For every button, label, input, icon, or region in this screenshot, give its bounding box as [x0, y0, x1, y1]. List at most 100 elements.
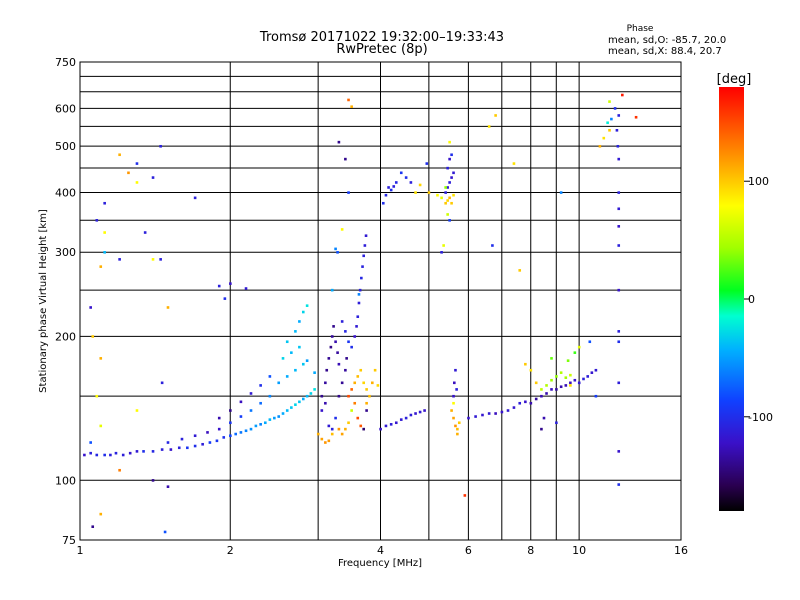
- data-point: [463, 494, 467, 497]
- data-point: [268, 394, 272, 398]
- data-point: [103, 201, 106, 205]
- chart-title: Tromsø 20171022 19:32:00–19:33:43: [259, 30, 504, 45]
- data-point: [358, 288, 362, 292]
- data-point: [347, 98, 350, 102]
- data-point: [177, 446, 181, 450]
- data-point: [151, 450, 155, 453]
- data-point: [564, 384, 568, 387]
- data-point: [313, 371, 316, 374]
- data-point: [555, 421, 558, 425]
- data-point: [455, 388, 458, 391]
- data-point: [103, 251, 106, 254]
- x-tick-label: 10: [572, 544, 586, 557]
- data-point: [590, 371, 594, 374]
- data-point: [379, 427, 382, 431]
- data-point: [143, 231, 147, 234]
- data-point: [356, 315, 360, 319]
- data-point: [350, 388, 353, 391]
- data-point: [448, 157, 451, 161]
- data-point: [450, 409, 453, 412]
- data-point: [365, 409, 368, 412]
- data-point: [518, 401, 522, 405]
- data-point: [95, 219, 99, 222]
- data-point: [545, 392, 548, 395]
- data-point: [602, 136, 606, 140]
- data-point: [440, 251, 443, 254]
- data-point: [481, 413, 484, 417]
- data-point: [89, 451, 92, 455]
- data-point: [389, 188, 393, 192]
- data-point: [337, 140, 341, 144]
- data-point: [381, 201, 385, 205]
- data-point: [448, 181, 451, 184]
- data-point: [264, 421, 267, 425]
- data-point: [425, 162, 429, 165]
- data-point: [355, 325, 358, 328]
- colorbar-label: [deg]: [717, 72, 752, 87]
- data-point: [89, 306, 92, 309]
- data-point: [244, 287, 248, 290]
- data-point: [555, 375, 558, 378]
- data-point: [448, 140, 451, 144]
- data-point: [359, 424, 363, 428]
- data-point: [330, 432, 334, 436]
- data-point: [457, 421, 461, 425]
- x-tick-label: 6: [465, 544, 472, 557]
- data-point: [608, 128, 611, 132]
- data-point: [610, 117, 613, 121]
- data-point: [334, 247, 337, 251]
- data-point: [357, 301, 361, 305]
- data-point: [456, 432, 459, 436]
- data-point: [365, 401, 368, 405]
- data-point: [234, 432, 238, 436]
- data-point: [404, 416, 408, 420]
- data-point: [534, 397, 538, 401]
- data-point: [151, 258, 155, 261]
- data-point: [249, 427, 253, 431]
- data-point: [617, 225, 621, 228]
- data-point: [371, 381, 374, 385]
- data-point: [454, 368, 457, 372]
- data-point: [414, 191, 417, 194]
- chart-subtitle: RwPretec (8p): [336, 42, 427, 57]
- data-point: [229, 421, 232, 425]
- data-point: [347, 191, 350, 194]
- data-point: [353, 381, 357, 385]
- data-point: [285, 375, 289, 378]
- data-point: [99, 424, 103, 428]
- data-point: [215, 439, 219, 443]
- data-point: [159, 144, 162, 148]
- data-point: [121, 453, 125, 457]
- data-point: [404, 176, 408, 179]
- data-point: [577, 381, 581, 385]
- data-point: [118, 258, 121, 261]
- data-point: [453, 381, 456, 385]
- data-point: [298, 320, 301, 323]
- data-point: [99, 265, 103, 268]
- data-point: [394, 181, 398, 184]
- data-point: [586, 375, 590, 378]
- data-point: [347, 394, 350, 398]
- data-point: [545, 384, 548, 387]
- data-point: [454, 424, 457, 428]
- data-point: [452, 193, 455, 197]
- x-tick-label: 4: [377, 544, 384, 557]
- data-point: [582, 377, 585, 381]
- data-point: [452, 416, 455, 420]
- data-point: [305, 304, 309, 307]
- data-point: [324, 381, 327, 385]
- data-point: [166, 441, 170, 444]
- data-point: [193, 434, 197, 438]
- data-point: [340, 381, 344, 385]
- data-point: [550, 378, 553, 382]
- x-tick-label: 8: [527, 544, 534, 557]
- data-point: [344, 368, 347, 372]
- data-point: [166, 485, 170, 489]
- data-point: [347, 340, 350, 344]
- colorbar-tick-label: 100: [748, 175, 769, 188]
- data-point: [569, 373, 572, 377]
- data-point: [494, 114, 497, 117]
- data-point: [301, 397, 305, 401]
- data-point: [135, 181, 139, 184]
- y-tick-label: 600: [55, 102, 76, 115]
